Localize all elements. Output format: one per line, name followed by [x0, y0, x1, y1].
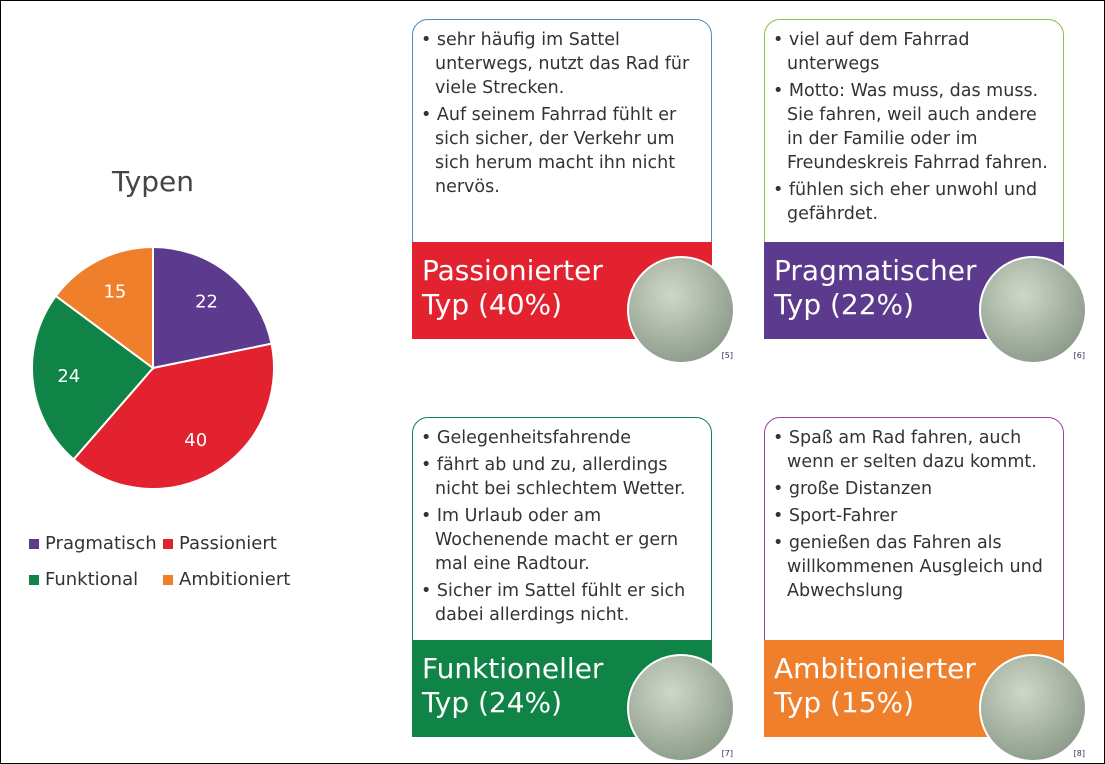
card-title: Funktioneller Typ (24%) [422, 652, 622, 720]
bullet: sehr häufig im Sattel unterwegs, nutzt d… [421, 28, 701, 100]
legend-entry: Pragmatisch [29, 533, 157, 554]
legend-swatch [163, 539, 173, 549]
bullet: Sport-Fahrer [773, 504, 1053, 528]
card-title: Ambitionierter Typ (15%) [774, 652, 974, 720]
photo [979, 654, 1087, 762]
card-title: Passionierter Typ (40%) [422, 254, 622, 322]
legend-label: Funktional [45, 569, 138, 590]
data-label: 40 [184, 430, 207, 451]
chart-title: Typen [111, 165, 194, 198]
data-label: 22 [195, 291, 218, 312]
bullet-list: Spaß am Rad fahren, auch wenn er selten … [773, 426, 1053, 603]
legend-swatch [29, 539, 39, 549]
legend-entry: Funktional [29, 569, 138, 590]
bullet-list: viel auf dem Fahrrad unterwegsMotto: Was… [773, 28, 1053, 226]
bullet: Motto: Was muss, das muss. Sie fahren, w… [773, 79, 1053, 175]
legend-label: Ambitioniert [179, 569, 290, 590]
bullet: Im Urlaub oder am Wochenende macht er ge… [421, 504, 701, 576]
bullet-list: Gelegenheitsfahrende fährt ab und zu, all… [421, 426, 701, 627]
bullet: Auf seinem Fahrrad fühlt er sich sicher,… [421, 103, 701, 199]
slide: Typen 22 40 24 15 Pragmatisch Passioniert Fun… [0, 0, 1105, 764]
data-label: 24 [57, 366, 80, 387]
legend-entry: Passioniert [163, 533, 277, 554]
card: Spaß am Rad fahren, auch wenn er selten … [764, 417, 1064, 737]
pie-chart: Typen 22 40 24 15 [1, 1, 401, 764]
bullet: Gelegenheitsfahrende [421, 426, 701, 450]
bullet: Spaß am Rad fahren, auch wenn er selten … [773, 426, 1053, 474]
legend-swatch [163, 575, 173, 585]
bullet: große Distanzen [773, 477, 1053, 501]
bullet: Sicher im Sattel fühlt er sich dabei all… [421, 579, 701, 627]
photo [627, 256, 735, 364]
bullet-list: sehr häufig im Sattel unterwegs, nutzt d… [421, 28, 701, 199]
card: viel auf dem Fahrrad unterwegsMotto: Was… [764, 19, 1064, 339]
card: Gelegenheitsfahrende fährt ab und zu, all… [412, 417, 712, 737]
reference: [6] [1074, 351, 1085, 360]
legend-label: Passioniert [179, 533, 277, 554]
legend-label: Pragmatisch [45, 533, 157, 554]
bullet: viel auf dem Fahrrad unterwegs [773, 28, 1053, 76]
bullet: fährt ab und zu, allerdings nicht bei sc… [421, 453, 701, 501]
legend-entry: Ambitioniert [163, 569, 290, 590]
photo [627, 654, 735, 762]
reference: [8] [1074, 749, 1085, 758]
data-label: 15 [103, 281, 126, 302]
card: sehr häufig im Sattel unterwegs, nutzt d… [412, 19, 712, 339]
reference: [5] [722, 351, 733, 360]
card-title: Pragmatischer Typ (22%) [774, 254, 974, 322]
photo [979, 256, 1087, 364]
bullet: genießen das Fahren als willkommenen Aus… [773, 531, 1053, 603]
reference: [7] [722, 749, 733, 758]
bullet: fühlen sich eher unwohl und gefährdet. [773, 178, 1053, 226]
legend-swatch [29, 575, 39, 585]
